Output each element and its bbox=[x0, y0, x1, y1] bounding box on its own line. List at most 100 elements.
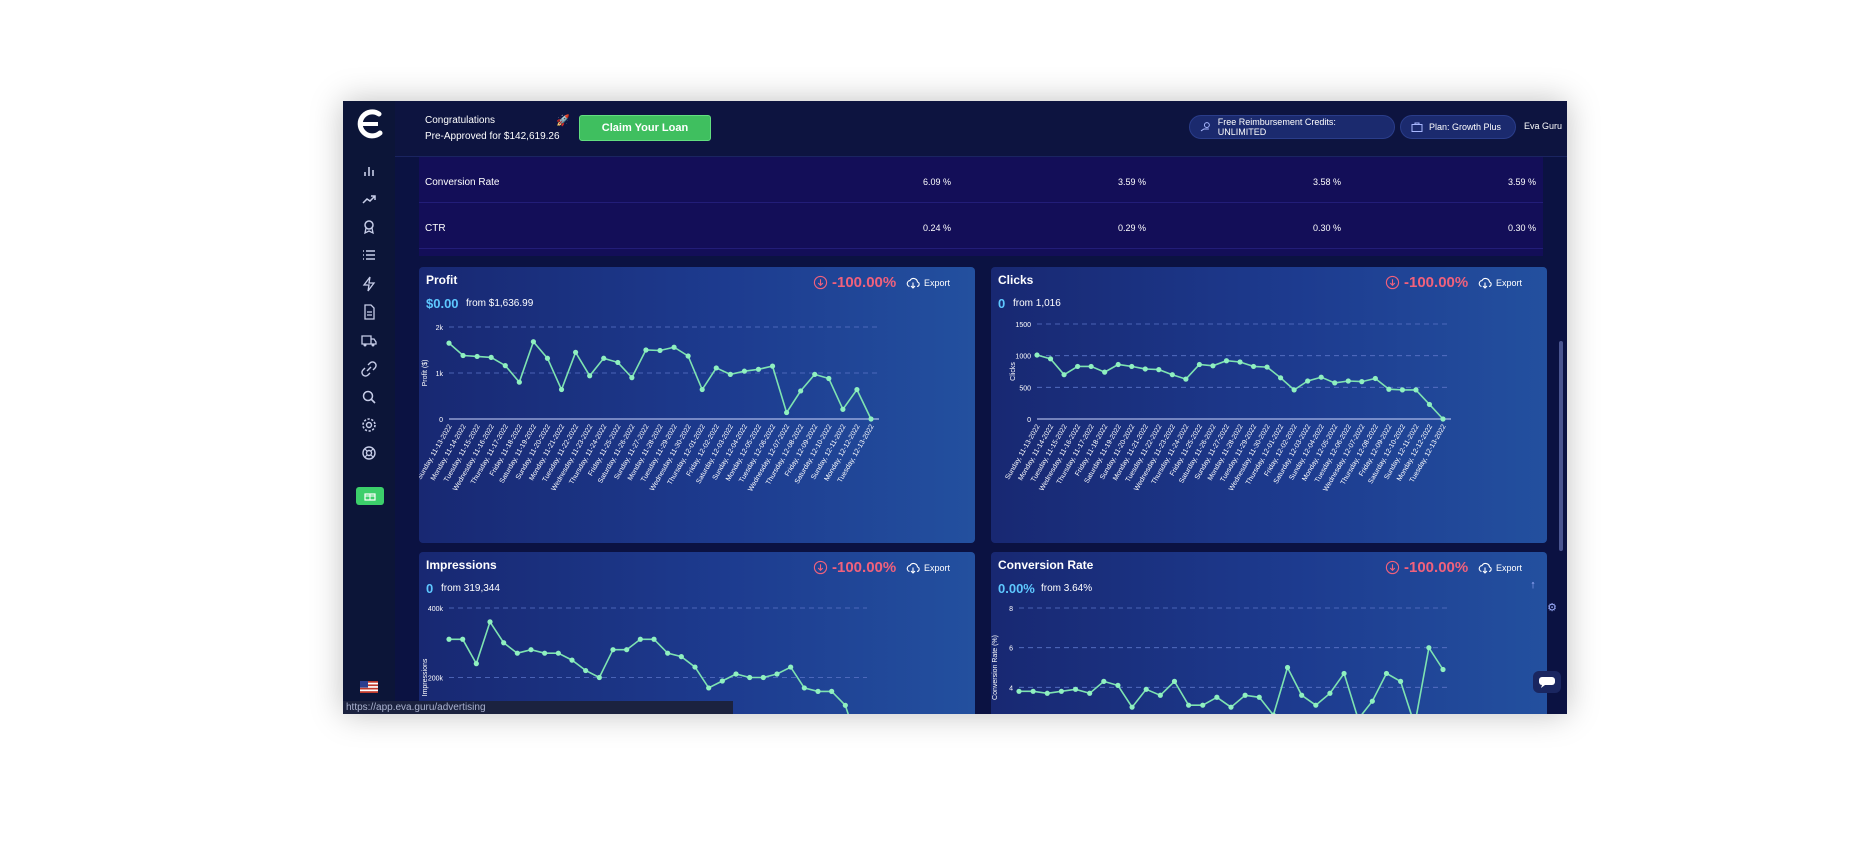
data-point[interactable] bbox=[587, 373, 593, 379]
data-point[interactable] bbox=[1200, 702, 1206, 708]
data-point[interactable] bbox=[1359, 379, 1365, 385]
data-point[interactable] bbox=[1242, 692, 1248, 698]
data-point[interactable] bbox=[1278, 375, 1284, 381]
data-point[interactable] bbox=[769, 363, 776, 369]
data-point[interactable] bbox=[1345, 378, 1351, 384]
data-point[interactable] bbox=[624, 647, 630, 653]
data-point[interactable] bbox=[801, 685, 807, 691]
data-point[interactable] bbox=[1075, 363, 1081, 370]
data-point[interactable] bbox=[1318, 374, 1324, 380]
data-point[interactable] bbox=[854, 386, 860, 393]
data-point[interactable] bbox=[474, 353, 480, 360]
data-point[interactable] bbox=[1196, 361, 1202, 368]
data-point[interactable] bbox=[1061, 372, 1067, 378]
data-point[interactable] bbox=[1016, 688, 1022, 694]
data-point[interactable] bbox=[1044, 690, 1050, 696]
scroll-top-icon[interactable]: ↑ bbox=[1530, 579, 1536, 591]
username[interactable]: Eva Guru bbox=[1524, 121, 1563, 131]
data-point[interactable] bbox=[842, 702, 848, 708]
data-point[interactable] bbox=[1088, 363, 1094, 370]
data-point[interactable] bbox=[596, 674, 602, 681]
data-point[interactable] bbox=[692, 664, 698, 670]
data-point[interactable] bbox=[1332, 380, 1338, 386]
data-point[interactable] bbox=[473, 661, 479, 667]
gear-icon[interactable] bbox=[359, 415, 379, 435]
data-point[interactable] bbox=[460, 636, 466, 642]
data-point[interactable] bbox=[784, 409, 790, 416]
data-point[interactable] bbox=[1291, 387, 1297, 393]
support-icon[interactable] bbox=[359, 443, 379, 463]
data-point[interactable] bbox=[610, 647, 616, 653]
document-icon[interactable] bbox=[359, 302, 379, 322]
data-point[interactable] bbox=[840, 406, 846, 412]
data-point[interactable] bbox=[1047, 356, 1054, 362]
us-flag-icon[interactable] bbox=[360, 681, 378, 693]
data-point[interactable] bbox=[699, 386, 705, 393]
data-point[interactable] bbox=[1256, 694, 1262, 700]
data-point[interactable] bbox=[1101, 678, 1107, 684]
data-point[interactable] bbox=[1250, 363, 1257, 370]
data-point[interactable] bbox=[774, 671, 780, 677]
data-point[interactable] bbox=[1426, 401, 1433, 408]
dashboard-icon[interactable] bbox=[359, 161, 379, 181]
award-icon[interactable] bbox=[359, 217, 379, 237]
data-point[interactable] bbox=[446, 340, 452, 346]
data-point[interactable] bbox=[1129, 704, 1135, 710]
data-point[interactable] bbox=[1228, 704, 1234, 710]
data-point[interactable] bbox=[812, 371, 818, 377]
data-point[interactable] bbox=[741, 368, 747, 374]
export-button[interactable]: Export bbox=[1478, 277, 1522, 289]
data-point[interactable] bbox=[1299, 692, 1305, 698]
data-point[interactable] bbox=[1237, 359, 1243, 365]
gift-button[interactable] bbox=[356, 487, 384, 505]
data-point[interactable] bbox=[501, 640, 507, 646]
data-point[interactable] bbox=[615, 359, 621, 366]
data-point[interactable] bbox=[1156, 367, 1162, 373]
data-point[interactable] bbox=[1413, 387, 1419, 393]
lightning-icon[interactable] bbox=[359, 274, 379, 294]
data-point[interactable] bbox=[1369, 698, 1375, 704]
data-point[interactable] bbox=[1157, 692, 1163, 698]
data-point[interactable] bbox=[569, 657, 575, 663]
data-point[interactable] bbox=[760, 674, 766, 681]
data-point[interactable] bbox=[665, 650, 671, 656]
list-icon[interactable] bbox=[359, 245, 379, 265]
data-point[interactable] bbox=[1102, 369, 1108, 375]
export-button[interactable]: Export bbox=[906, 277, 950, 289]
data-point[interactable] bbox=[514, 650, 520, 656]
plan-pill[interactable]: Plan: Growth Plus bbox=[1400, 115, 1516, 139]
export-button[interactable]: Export bbox=[906, 562, 950, 574]
data-point[interactable] bbox=[719, 678, 725, 684]
data-point[interactable] bbox=[555, 650, 561, 656]
data-point[interactable] bbox=[1223, 358, 1230, 364]
data-point[interactable] bbox=[516, 379, 522, 385]
data-point[interactable] bbox=[1171, 678, 1178, 684]
data-point[interactable] bbox=[657, 347, 663, 354]
data-point[interactable] bbox=[601, 355, 607, 361]
export-button[interactable]: Export bbox=[1478, 562, 1522, 574]
data-point[interactable] bbox=[1399, 387, 1405, 393]
data-point[interactable] bbox=[788, 664, 794, 670]
data-point[interactable] bbox=[1087, 690, 1093, 696]
data-point[interactable] bbox=[1341, 670, 1347, 677]
data-point[interactable] bbox=[1214, 694, 1220, 700]
data-point[interactable] bbox=[637, 636, 643, 642]
data-point[interactable] bbox=[1210, 363, 1216, 369]
data-point[interactable] bbox=[1386, 386, 1392, 392]
data-point[interactable] bbox=[733, 671, 739, 677]
data-point[interactable] bbox=[460, 352, 466, 359]
data-point[interactable] bbox=[685, 353, 691, 359]
data-point[interactable] bbox=[1183, 376, 1189, 382]
data-point[interactable] bbox=[487, 619, 493, 625]
data-point[interactable] bbox=[558, 386, 565, 393]
data-point[interactable] bbox=[671, 344, 677, 350]
data-point[interactable] bbox=[1372, 375, 1378, 382]
data-point[interactable] bbox=[1129, 363, 1135, 370]
data-point[interactable] bbox=[868, 416, 874, 422]
data-point[interactable] bbox=[1115, 682, 1121, 688]
data-point[interactable] bbox=[1115, 361, 1121, 368]
data-point[interactable] bbox=[1169, 372, 1175, 378]
data-point[interactable] bbox=[488, 354, 494, 360]
data-point[interactable] bbox=[1383, 670, 1390, 677]
data-point[interactable] bbox=[502, 363, 508, 369]
